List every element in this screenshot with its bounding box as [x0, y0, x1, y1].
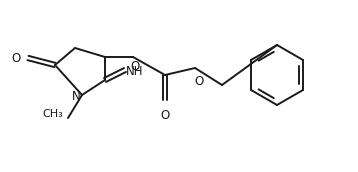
Text: N: N	[72, 90, 81, 104]
Text: CH₃: CH₃	[42, 109, 63, 119]
Text: O: O	[160, 109, 170, 122]
Text: O: O	[12, 51, 21, 64]
Text: O: O	[194, 75, 204, 88]
Text: NH: NH	[126, 65, 144, 78]
Text: O: O	[130, 60, 139, 73]
